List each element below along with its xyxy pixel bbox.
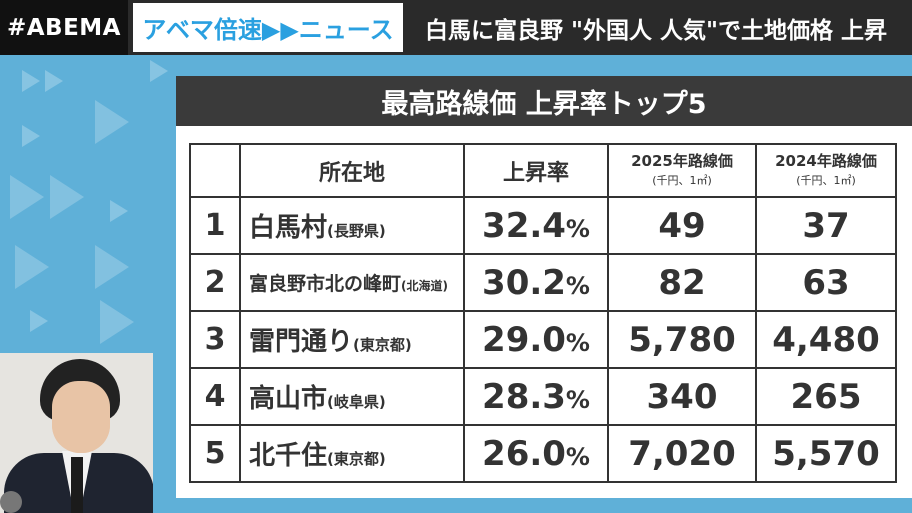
price-2025-cell: 5,780 <box>607 310 757 369</box>
price-2025-header: 2025年路線価 (千円、1㎡) <box>607 143 757 198</box>
prefecture-name: (岐阜県) <box>327 393 386 411</box>
percent-sign: % <box>565 442 590 471</box>
location-cell: 高山市(岐阜県) <box>239 367 465 426</box>
rate-value: 30.2 <box>482 262 566 303</box>
arrow-decoration-icon <box>150 60 168 82</box>
place-name: 白馬村 <box>249 213 328 243</box>
place-name: 北千住 <box>249 441 328 471</box>
percent-sign: % <box>565 328 590 357</box>
presenter-video <box>0 353 153 513</box>
price-2024-cell: 37 <box>755 196 897 255</box>
rank-cell: 2 <box>189 253 241 312</box>
rank-header <box>189 143 241 198</box>
microphone-icon <box>0 491 22 513</box>
price-2024-label: 2024年路線価 <box>775 151 877 170</box>
arrow-decoration-icon <box>30 310 48 332</box>
rate-cell: 30.2% <box>463 253 609 312</box>
price-2024-cell: 4,480 <box>755 310 897 369</box>
table-row: 4 高山市(岐阜県) 28.3% 340 265 <box>189 367 897 426</box>
rate-cell: 32.4% <box>463 196 609 255</box>
table-header-row: 所在地 上昇率 2025年路線価 (千円、1㎡) 2024年路線価 (千円、1㎡… <box>189 143 897 198</box>
rate-cell: 28.3% <box>463 367 609 426</box>
percent-sign: % <box>565 385 590 414</box>
table-row: 5 北千住(東京都) 26.0% 7,020 5,570 <box>189 424 897 483</box>
top-bar: #ABEMA アベマ倍速▶▶ニュース 白馬に富良野 "外国人 人気"で土地価格 … <box>0 0 912 55</box>
prefecture-name: (東京都) <box>353 336 412 354</box>
arrow-decoration-icon <box>22 125 40 147</box>
percent-sign: % <box>565 214 590 243</box>
price-2025-cell: 340 <box>607 367 757 426</box>
price-2024-unit: (千円、1㎡) <box>796 173 856 187</box>
price-2024-cell: 265 <box>755 367 897 426</box>
location-cell: 北千住(東京都) <box>239 424 465 483</box>
presenter-face-front <box>52 381 110 453</box>
price-2025-label: 2025年路線価 <box>631 151 733 170</box>
price-2025-cell: 82 <box>607 253 757 312</box>
arrow-decoration-icon <box>95 100 129 144</box>
price-2024-cell: 5,570 <box>755 424 897 483</box>
location-cell: 白馬村(長野県) <box>239 196 465 255</box>
rank-cell: 5 <box>189 424 241 483</box>
news-headline: 白馬に富良野 "外国人 人気"で土地価格 上昇 <box>425 17 887 44</box>
rank-cell: 1 <box>189 196 241 255</box>
arrow-decoration-icon <box>110 200 128 222</box>
arrow-decoration-icon <box>22 70 40 92</box>
rank-cell: 4 <box>189 367 241 426</box>
arrow-decoration-icon <box>50 175 84 219</box>
rate-value: 32.4 <box>482 205 566 246</box>
arrow-decoration-icon <box>15 245 49 289</box>
rate-value: 26.0 <box>482 433 566 474</box>
program-title: アベマ倍速▶▶ニュース <box>133 3 403 52</box>
prefecture-name: (東京都) <box>327 450 386 468</box>
table-row: 3 雷門通り(東京都) 29.0% 5,780 4,480 <box>189 310 897 369</box>
table-row: 2 富良野市北の峰町(北海道) 30.2% 82 63 <box>189 253 897 312</box>
arrow-decoration-icon <box>100 300 134 344</box>
percent-sign: % <box>565 271 590 300</box>
arrow-decoration-icon <box>95 245 129 289</box>
ranking-table: 所在地 上昇率 2025年路線価 (千円、1㎡) 2024年路線価 (千円、1㎡… <box>189 143 897 483</box>
prefecture-name: (北海道) <box>401 279 448 293</box>
place-name: 雷門通り <box>249 327 354 357</box>
price-2024-cell: 63 <box>755 253 897 312</box>
panel-title: 最高路線価 上昇率トップ5 <box>176 76 912 126</box>
place-name: 高山市 <box>249 384 328 414</box>
rate-cell: 26.0% <box>463 424 609 483</box>
location-cell: 雷門通り(東京都) <box>239 310 465 369</box>
prefecture-name: (長野県) <box>327 222 386 240</box>
price-2024-header: 2024年路線価 (千円、1㎡) <box>755 143 897 198</box>
price-2025-cell: 49 <box>607 196 757 255</box>
rate-header: 上昇率 <box>463 143 609 198</box>
location-cell: 富良野市北の峰町(北海道) <box>239 253 465 312</box>
rate-value: 29.0 <box>482 319 566 360</box>
price-2025-unit: (千円、1㎡) <box>652 173 712 187</box>
abema-logo: #ABEMA <box>0 0 128 55</box>
arrow-decoration-icon <box>45 70 63 92</box>
rate-value: 28.3 <box>482 376 566 417</box>
place-name: 富良野市北の峰町 <box>249 273 402 295</box>
presenter-tie <box>71 457 83 513</box>
table-row: 1 白馬村(長野県) 32.4% 49 37 <box>189 196 897 255</box>
location-header: 所在地 <box>239 143 465 198</box>
price-2025-cell: 7,020 <box>607 424 757 483</box>
arrow-decoration-icon <box>10 175 44 219</box>
rank-cell: 3 <box>189 310 241 369</box>
ranking-panel: 最高路線価 上昇率トップ5 所在地 上昇率 2025年路線価 (千円、1㎡) 2… <box>176 76 912 498</box>
rate-cell: 29.0% <box>463 310 609 369</box>
